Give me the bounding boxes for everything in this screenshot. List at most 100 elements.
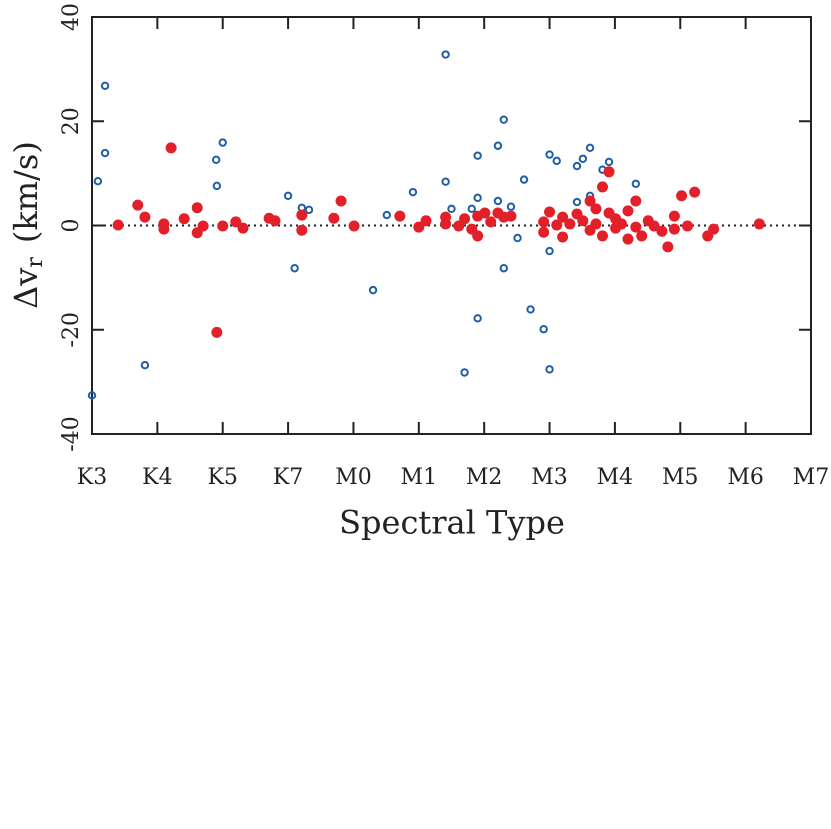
data-point: [676, 190, 688, 202]
data-point: [87, 391, 97, 400]
data-point: [459, 213, 471, 225]
data-point: [408, 187, 418, 197]
data-point: [689, 186, 701, 198]
y-label-sub: r: [23, 257, 48, 268]
data-point: [283, 191, 293, 200]
data-point: [622, 205, 634, 217]
data-point: [564, 218, 576, 230]
data-point: [296, 224, 308, 236]
data-point: [604, 157, 614, 167]
data-point: [596, 230, 608, 242]
data-point: [572, 161, 582, 171]
data-point: [493, 196, 503, 206]
data-point: [578, 154, 588, 163]
data-point: [577, 215, 589, 227]
data-point: [545, 365, 554, 374]
data-point: [441, 50, 450, 59]
data-point: [212, 181, 222, 191]
data-point: [499, 115, 508, 124]
y-axis-label: Δvr (km/s): [7, 141, 49, 309]
data-point: [237, 222, 249, 234]
data-point: [218, 138, 227, 147]
data-point: [630, 221, 642, 233]
data-point: [708, 223, 720, 235]
data-point: [368, 285, 378, 295]
data-point: [472, 230, 484, 242]
data-point: [630, 195, 642, 207]
data-point: [552, 156, 561, 166]
data-point: [453, 220, 465, 232]
x-tick-label: M7: [793, 465, 830, 490]
data-point: [590, 203, 602, 215]
x-tick-label: M5: [662, 465, 699, 490]
data-point: [335, 195, 347, 207]
x-tick-label: K4: [142, 465, 172, 490]
data-point: [545, 150, 554, 159]
data-point: [648, 220, 660, 232]
data-point: [447, 204, 456, 214]
x-tick-label: M2: [466, 465, 503, 490]
data-point: [662, 241, 674, 253]
data-point: [551, 219, 563, 231]
y-tick-label: -40: [59, 416, 84, 451]
y-tick-label: -20: [59, 312, 84, 347]
data-point: [100, 81, 110, 91]
data-point: [631, 179, 641, 189]
data-point: [519, 175, 529, 184]
data-point: [622, 233, 634, 245]
data-point: [681, 220, 693, 232]
data-point: [460, 368, 469, 377]
data-point: [479, 207, 491, 219]
data-point: [211, 155, 221, 165]
data-point: [557, 231, 569, 243]
data-point: [139, 211, 151, 223]
data-point: [348, 220, 360, 232]
data-point: [93, 176, 103, 186]
data-point: [304, 205, 314, 215]
data-point: [191, 202, 203, 214]
data-point: [596, 181, 608, 193]
data-point: [382, 210, 391, 220]
data-point: [499, 264, 508, 273]
data-point: [132, 199, 144, 211]
y-tick-label: 20: [59, 107, 84, 135]
data-point: [296, 209, 308, 221]
data-point: [217, 220, 229, 232]
data-point: [538, 226, 550, 238]
data-point: [100, 148, 110, 158]
data-point: [505, 210, 517, 222]
x-tick-label: M1: [401, 465, 438, 490]
x-tick-label: K3: [77, 465, 107, 490]
data-point: [211, 326, 223, 338]
data-point: [473, 314, 482, 323]
data-point: [513, 233, 522, 243]
data-point: [585, 143, 595, 153]
data-point: [544, 206, 556, 218]
data-point: [668, 210, 680, 222]
data-point: [656, 225, 668, 237]
data-point: [572, 197, 582, 207]
y-label-main: Δv: [7, 268, 45, 309]
data-point: [269, 215, 281, 227]
data-point: [140, 360, 150, 370]
data-point: [636, 230, 648, 242]
data-point: [506, 202, 516, 211]
data-point: [538, 216, 550, 228]
x-tick-label: K5: [208, 465, 238, 490]
data-point: [545, 246, 554, 256]
x-tick-label: M6: [727, 465, 764, 490]
data-point: [603, 166, 615, 178]
y-tick-label: 40: [59, 3, 84, 31]
data-point: [440, 218, 452, 230]
data-point: [473, 193, 482, 203]
x-tick-label: M4: [597, 465, 634, 490]
data-point: [467, 204, 476, 214]
data-point: [328, 212, 340, 224]
data-point: [584, 195, 596, 207]
data-point: [230, 216, 242, 228]
data-point: [493, 141, 503, 150]
x-tick-label: M0: [335, 465, 372, 490]
x-tick-label: M3: [531, 465, 568, 490]
data-point: [178, 213, 190, 225]
